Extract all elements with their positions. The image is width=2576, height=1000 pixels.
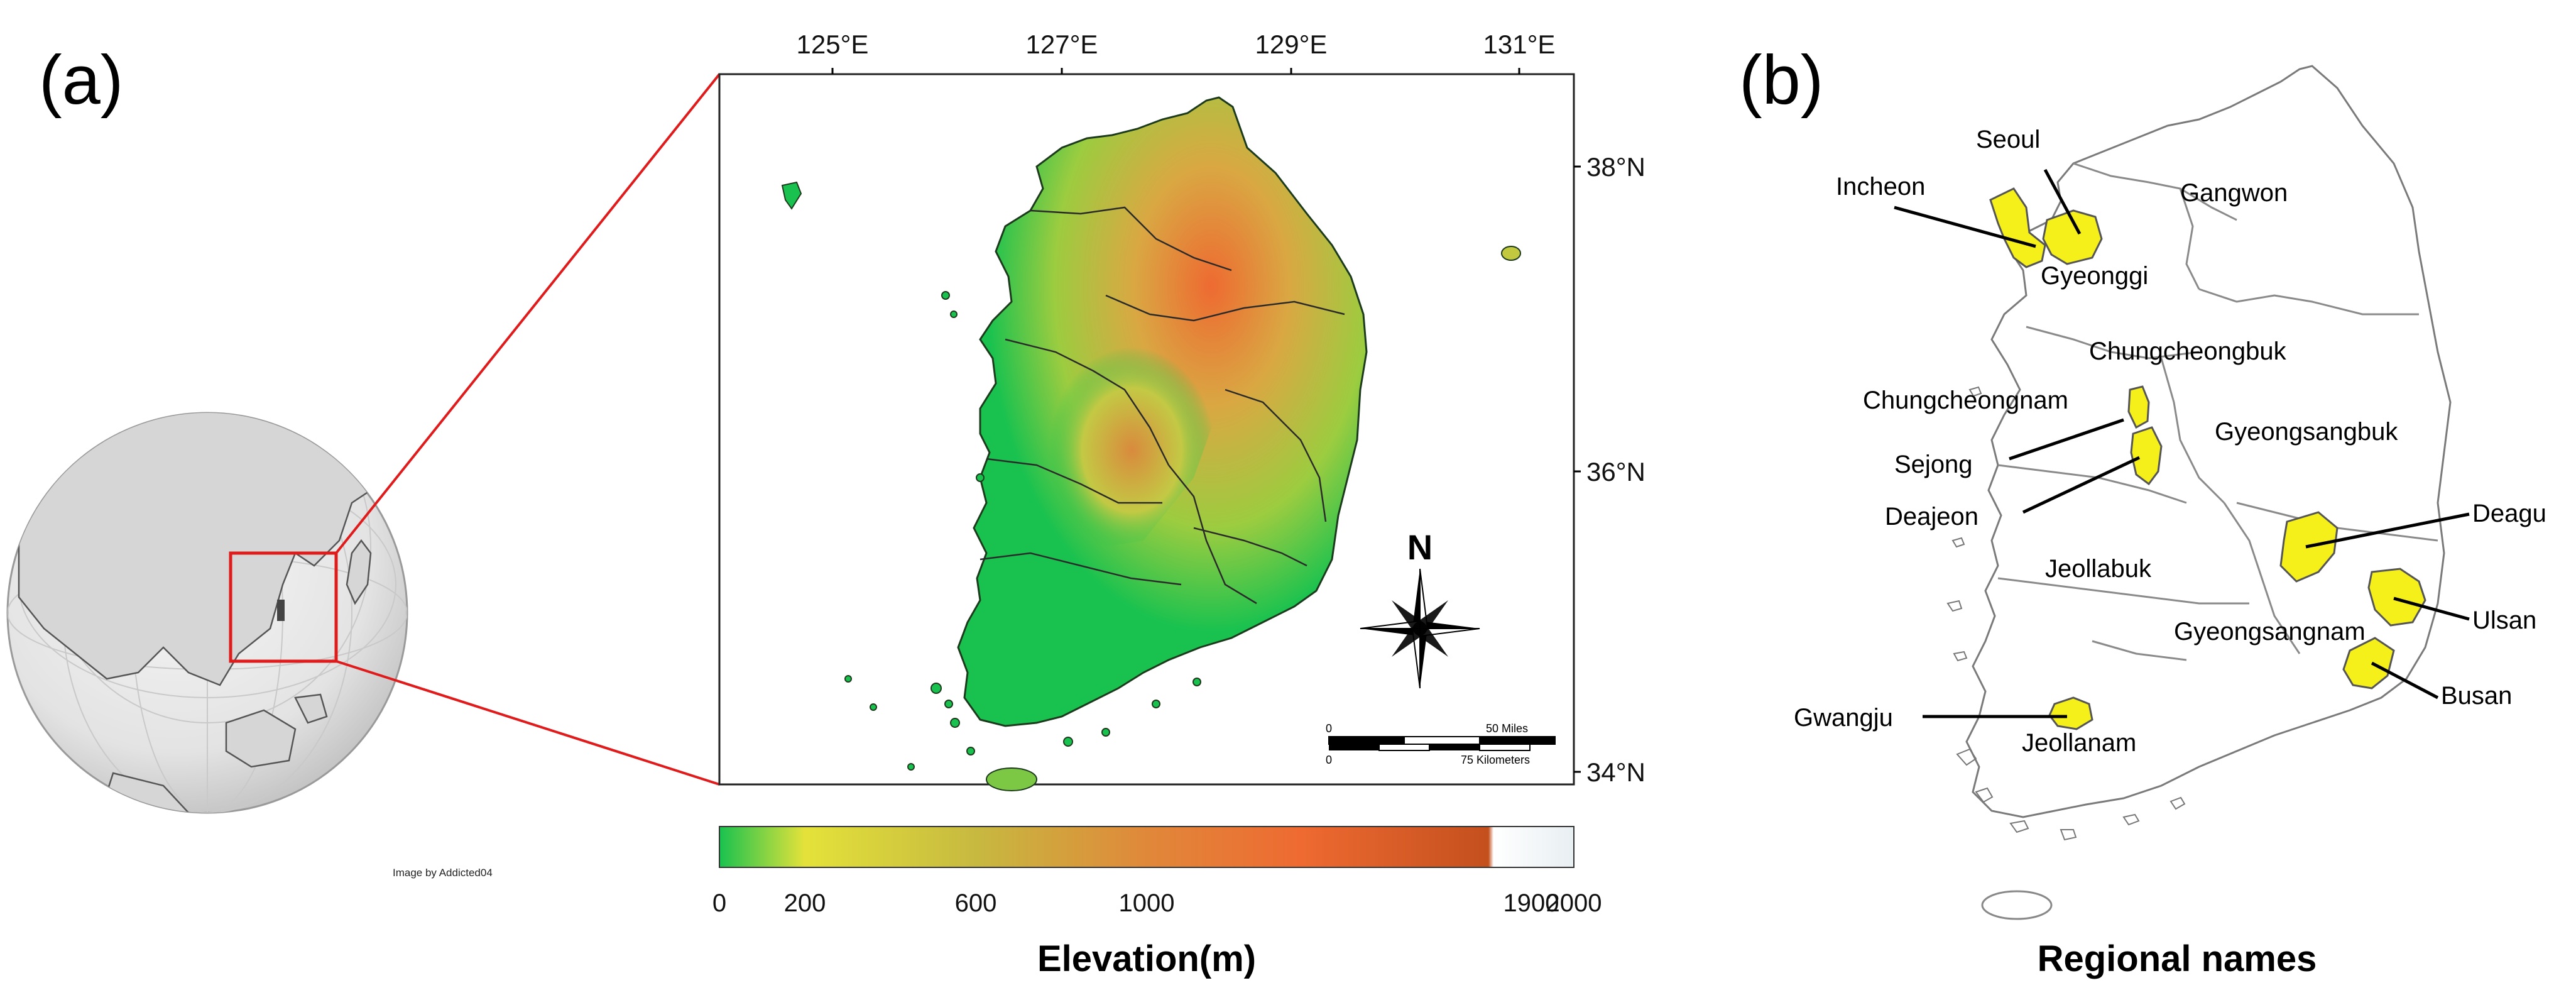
peninsula-elevation <box>781 96 1521 791</box>
colorbar-tick-1900: 1900 <box>1504 889 1559 917</box>
korea-highlight <box>277 600 285 621</box>
colorbar-tick-200: 200 <box>784 889 826 917</box>
north-arrow: N <box>1360 527 1480 689</box>
lon-tick-129: 129°E <box>1255 30 1328 59</box>
city-label-gwangju: Gwangju <box>1794 704 1893 732</box>
region-label-jeollabuk: Jeollabuk <box>2045 555 2152 583</box>
scale-bar: 0 50 Miles 0 75 Kilometers <box>1326 722 1556 766</box>
colorbar-tick-0: 0 <box>712 889 726 917</box>
lon-tick-131: 131°E <box>1483 30 1556 59</box>
colorbar-tick-600: 600 <box>955 889 997 917</box>
scale-km-label: 75 Kilometers <box>1461 754 1530 766</box>
globe-landmass <box>18 413 391 813</box>
lon-ticks: 125°E 127°E 129°E 131°E <box>797 30 1556 74</box>
elevation-map: 125°E 127°E 129°E 131°E 38°N 36°N 34°N <box>718 30 1645 791</box>
sejong-area <box>2127 385 2150 429</box>
city-label-busan: Busan <box>2441 682 2512 710</box>
panel-b-title: Regional names <box>2038 938 2317 979</box>
colorbar-tick-1000: 1000 <box>1119 889 1175 917</box>
ulsan-area <box>2367 568 2426 627</box>
region-label-gyeonggi: Gyeonggi <box>2041 262 2148 290</box>
incheon-area <box>1989 187 2046 268</box>
scale-zero-miles: 0 <box>1326 722 1332 735</box>
panel-a-label: (a) <box>39 41 123 119</box>
regional-map: Gangwon Gyeonggi Chungcheongbuk Chungche… <box>1794 65 2546 979</box>
zoom-box <box>229 551 338 663</box>
lon-tick-125: 125°E <box>797 30 869 59</box>
seoul-area <box>2042 209 2103 265</box>
scale-zero-km: 0 <box>1326 754 1332 766</box>
zoom-line-top <box>335 73 721 554</box>
deajeon-area <box>2130 426 2163 486</box>
city-label-sejong: Sejong <box>1894 451 1973 478</box>
north-label: N <box>1407 527 1433 567</box>
panel-b-label: (b) <box>1739 41 1823 119</box>
lat-tick-36: 36°N <box>1586 457 1645 486</box>
region-label-gyeongsangbuk: Gyeongsangbuk <box>2215 418 2398 446</box>
city-label-deajeon: Deajeon <box>1885 503 1978 530</box>
globe: Image by Addicted04 <box>6 412 493 879</box>
region-label-chungcheongbuk: Chungcheongbuk <box>2089 338 2287 365</box>
lat-ticks: 38°N 36°N 34°N <box>1574 152 1645 787</box>
lat-tick-34: 34°N <box>1586 757 1645 787</box>
colorbar-title: Elevation(m) <box>1037 938 1256 979</box>
region-label-gyeongsangnam: Gyeongsangnam <box>2174 618 2366 646</box>
city-highlights <box>1989 187 2426 730</box>
leader-lines <box>1894 168 2470 718</box>
lat-tick-38: 38°N <box>1586 152 1645 182</box>
busan-area <box>2342 637 2395 690</box>
city-label-ulsan: Ulsan <box>2472 607 2536 634</box>
region-label-chungcheongnam: Chungcheongnam <box>1863 387 2068 414</box>
lon-tick-127: 127°E <box>1026 30 1098 59</box>
colorbar-tick-2000: 2000 <box>1546 889 1602 917</box>
zoom-line-bottom <box>336 660 720 786</box>
region-label-jeollanam: Jeollanam <box>2022 729 2136 757</box>
region-label-gangwon: Gangwon <box>2180 179 2288 207</box>
jeju-outline <box>1981 890 2053 920</box>
scale-miles-label: 50 Miles <box>1486 722 1528 735</box>
city-label-incheon: Incheon <box>1836 173 1925 201</box>
globe-credit: Image by Addicted04 <box>393 867 493 879</box>
city-label-seoul: Seoul <box>1976 126 2040 153</box>
city-label-deagu: Deagu <box>2472 500 2546 527</box>
coastal-islands <box>1946 386 2186 841</box>
